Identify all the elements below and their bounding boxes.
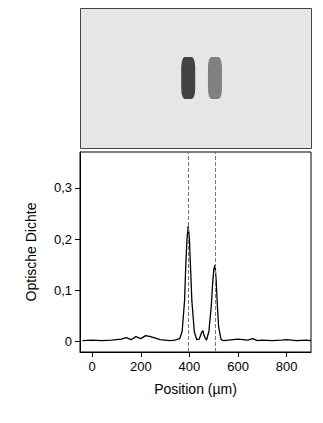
svg-text:800: 800 xyxy=(276,359,298,374)
svg-text:0,2: 0,2 xyxy=(54,232,72,247)
svg-text:0: 0 xyxy=(89,359,96,374)
svg-text:0: 0 xyxy=(65,334,72,349)
svg-text:600: 600 xyxy=(227,359,249,374)
svg-text:200: 200 xyxy=(130,359,152,374)
svg-text:Position (µm): Position (µm) xyxy=(154,381,237,397)
svg-text:Optische Dichte: Optische Dichte xyxy=(23,202,39,301)
svg-text:400: 400 xyxy=(179,359,201,374)
svg-text:0,1: 0,1 xyxy=(54,283,72,298)
svg-text:0,3: 0,3 xyxy=(54,180,72,195)
